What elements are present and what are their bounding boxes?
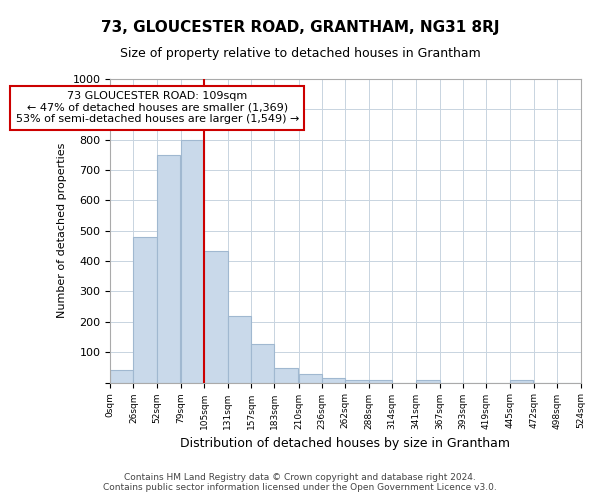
Text: 73 GLOUCESTER ROAD: 109sqm
← 47% of detached houses are smaller (1,369)
53% of s: 73 GLOUCESTER ROAD: 109sqm ← 47% of deta… <box>16 91 299 124</box>
Text: Size of property relative to detached houses in Grantham: Size of property relative to detached ho… <box>119 48 481 60</box>
X-axis label: Distribution of detached houses by size in Grantham: Distribution of detached houses by size … <box>180 437 510 450</box>
Bar <box>157 155 180 382</box>
Bar <box>181 140 205 382</box>
Y-axis label: Number of detached properties: Number of detached properties <box>57 143 67 318</box>
Text: Contains public sector information licensed under the Open Government Licence v3: Contains public sector information licen… <box>103 484 497 492</box>
Text: 73, GLOUCESTER ROAD, GRANTHAM, NG31 8RJ: 73, GLOUCESTER ROAD, GRANTHAM, NG31 8RJ <box>101 20 499 35</box>
Bar <box>322 378 345 382</box>
Bar <box>133 237 157 382</box>
Bar <box>416 380 440 382</box>
Bar <box>227 316 251 382</box>
Bar <box>274 368 298 382</box>
Bar <box>205 250 227 382</box>
Bar <box>345 380 368 382</box>
Text: Contains HM Land Registry data © Crown copyright and database right 2024.: Contains HM Land Registry data © Crown c… <box>124 474 476 482</box>
Bar <box>251 344 274 382</box>
Bar <box>110 370 133 382</box>
Bar <box>368 380 392 382</box>
Bar <box>299 374 322 382</box>
Bar <box>509 380 533 382</box>
